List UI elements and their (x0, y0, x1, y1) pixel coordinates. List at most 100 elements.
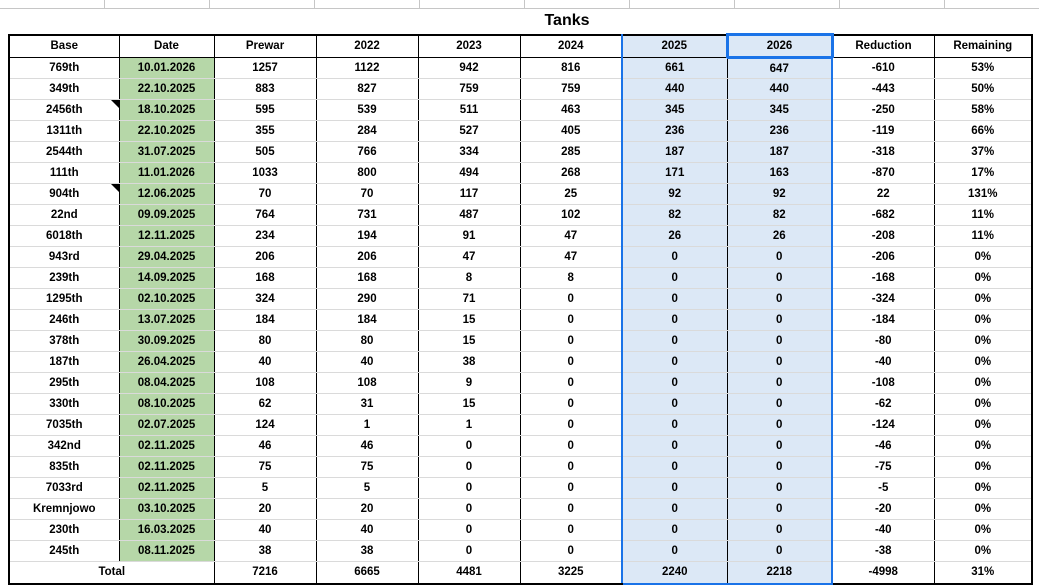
column-header-2022[interactable]: 2022 (315, 34, 419, 58)
cell-2022[interactable]: 1122 (315, 57, 419, 79)
cell-reduction[interactable]: -75 (831, 456, 935, 478)
cell-base[interactable]: 1295th (8, 288, 120, 310)
cell-2026[interactable]: 92 (726, 183, 833, 205)
cell-base[interactable]: 835th (8, 456, 120, 478)
cell-prewar[interactable]: 595 (213, 99, 317, 121)
cell-remaining[interactable]: 11% (933, 225, 1033, 247)
cell-2022[interactable]: 46 (315, 435, 419, 457)
cell-2026[interactable]: 440 (726, 78, 833, 100)
cell-2025[interactable]: 0 (621, 540, 728, 562)
cell-remaining[interactable]: 0% (933, 330, 1033, 352)
cell-2025[interactable]: 92 (621, 183, 728, 205)
cell-2022[interactable]: 731 (315, 204, 419, 226)
cell-2024[interactable]: 0 (519, 456, 623, 478)
cell-remaining[interactable]: 0% (933, 519, 1033, 541)
cell-2025[interactable]: 0 (621, 519, 728, 541)
cell-date[interactable]: 02.11.2025 (118, 435, 215, 457)
cell-2024[interactable]: 102 (519, 204, 623, 226)
cell-base[interactable]: 7035th (8, 414, 120, 436)
cell-date[interactable]: 02.11.2025 (118, 477, 215, 499)
cell-reduction[interactable]: -184 (831, 309, 935, 331)
column-header-2024[interactable]: 2024 (519, 34, 623, 58)
cell-remaining[interactable]: 0% (933, 372, 1033, 394)
cell-2025[interactable]: 661 (621, 57, 728, 79)
column-header-prewar[interactable]: Prewar (213, 34, 317, 58)
cell-reduction[interactable]: 22 (831, 183, 935, 205)
cell-2023[interactable]: 38 (417, 351, 521, 373)
cell-2023[interactable]: 9 (417, 372, 521, 394)
cell-date[interactable]: 08.04.2025 (118, 372, 215, 394)
cell-2024[interactable]: 0 (519, 519, 623, 541)
cell-2024[interactable]: 8 (519, 267, 623, 289)
cell-base[interactable]: 342nd (8, 435, 120, 457)
cell-2026[interactable]: 0 (726, 351, 833, 373)
cell-2023[interactable]: 942 (417, 57, 521, 79)
cell-2026[interactable]: 0 (726, 372, 833, 394)
cell-2025[interactable]: 0 (621, 330, 728, 352)
total-cell-2025[interactable]: 2240 (621, 561, 728, 585)
cell-prewar[interactable]: 108 (213, 372, 317, 394)
cell-2025[interactable]: 0 (621, 288, 728, 310)
cell-2022[interactable]: 5 (315, 477, 419, 499)
cell-prewar[interactable]: 40 (213, 519, 317, 541)
cell-2023[interactable]: 47 (417, 246, 521, 268)
cell-2023[interactable]: 759 (417, 78, 521, 100)
cell-remaining[interactable]: 0% (933, 351, 1033, 373)
cell-base[interactable]: 295th (8, 372, 120, 394)
cell-2025[interactable]: 0 (621, 246, 728, 268)
cell-remaining[interactable]: 131% (933, 183, 1033, 205)
cell-prewar[interactable]: 234 (213, 225, 317, 247)
cell-2023[interactable]: 15 (417, 393, 521, 415)
cell-2022[interactable]: 827 (315, 78, 419, 100)
cell-2023[interactable]: 487 (417, 204, 521, 226)
column-header-reduction[interactable]: Reduction (831, 34, 935, 58)
cell-2025[interactable]: 0 (621, 351, 728, 373)
cell-prewar[interactable]: 20 (213, 498, 317, 520)
cell-date[interactable]: 11.01.2026 (118, 162, 215, 184)
cell-2023[interactable]: 8 (417, 267, 521, 289)
cell-prewar[interactable]: 324 (213, 288, 317, 310)
cell-2025[interactable]: 0 (621, 309, 728, 331)
cell-reduction[interactable]: -5 (831, 477, 935, 499)
cell-2023[interactable]: 0 (417, 435, 521, 457)
cell-2024[interactable]: 0 (519, 309, 623, 331)
cell-2026[interactable]: 163 (726, 162, 833, 184)
cell-2023[interactable]: 15 (417, 309, 521, 331)
cell-reduction[interactable]: -80 (831, 330, 935, 352)
cell-2026[interactable]: 82 (726, 204, 833, 226)
cell-reduction[interactable]: -38 (831, 540, 935, 562)
cell-prewar[interactable]: 206 (213, 246, 317, 268)
total-cell-2024[interactable]: 3225 (519, 561, 623, 585)
cell-2022[interactable]: 40 (315, 519, 419, 541)
cell-2025[interactable]: 187 (621, 141, 728, 163)
cell-reduction[interactable]: -46 (831, 435, 935, 457)
cell-date[interactable]: 10.01.2026 (118, 57, 215, 79)
total-cell-prewar[interactable]: 7216 (213, 561, 317, 585)
cell-2023[interactable]: 15 (417, 330, 521, 352)
cell-2023[interactable]: 117 (417, 183, 521, 205)
cell-2026[interactable]: 0 (726, 309, 833, 331)
cell-2024[interactable]: 405 (519, 120, 623, 142)
cell-2026[interactable]: 0 (726, 498, 833, 520)
cell-2024[interactable]: 0 (519, 351, 623, 373)
cell-2024[interactable]: 0 (519, 435, 623, 457)
cell-2026[interactable]: 0 (726, 519, 833, 541)
cell-2022[interactable]: 40 (315, 351, 419, 373)
cell-2024[interactable]: 47 (519, 246, 623, 268)
cell-remaining[interactable]: 58% (933, 99, 1033, 121)
cell-base[interactable]: 7033rd (8, 477, 120, 499)
cell-prewar[interactable]: 80 (213, 330, 317, 352)
cell-2026[interactable]: 0 (726, 414, 833, 436)
cell-2022[interactable]: 206 (315, 246, 419, 268)
cell-base[interactable]: 349th (8, 78, 120, 100)
cell-2022[interactable]: 20 (315, 498, 419, 520)
column-header-remaining[interactable]: Remaining (933, 34, 1033, 58)
cell-2023[interactable]: 71 (417, 288, 521, 310)
cell-2026[interactable]: 0 (726, 330, 833, 352)
cell-reduction[interactable]: -108 (831, 372, 935, 394)
cell-base[interactable]: 111th (8, 162, 120, 184)
cell-reduction[interactable]: -62 (831, 393, 935, 415)
column-header-date[interactable]: Date (118, 34, 215, 58)
cell-prewar[interactable]: 5 (213, 477, 317, 499)
cell-prewar[interactable]: 764 (213, 204, 317, 226)
